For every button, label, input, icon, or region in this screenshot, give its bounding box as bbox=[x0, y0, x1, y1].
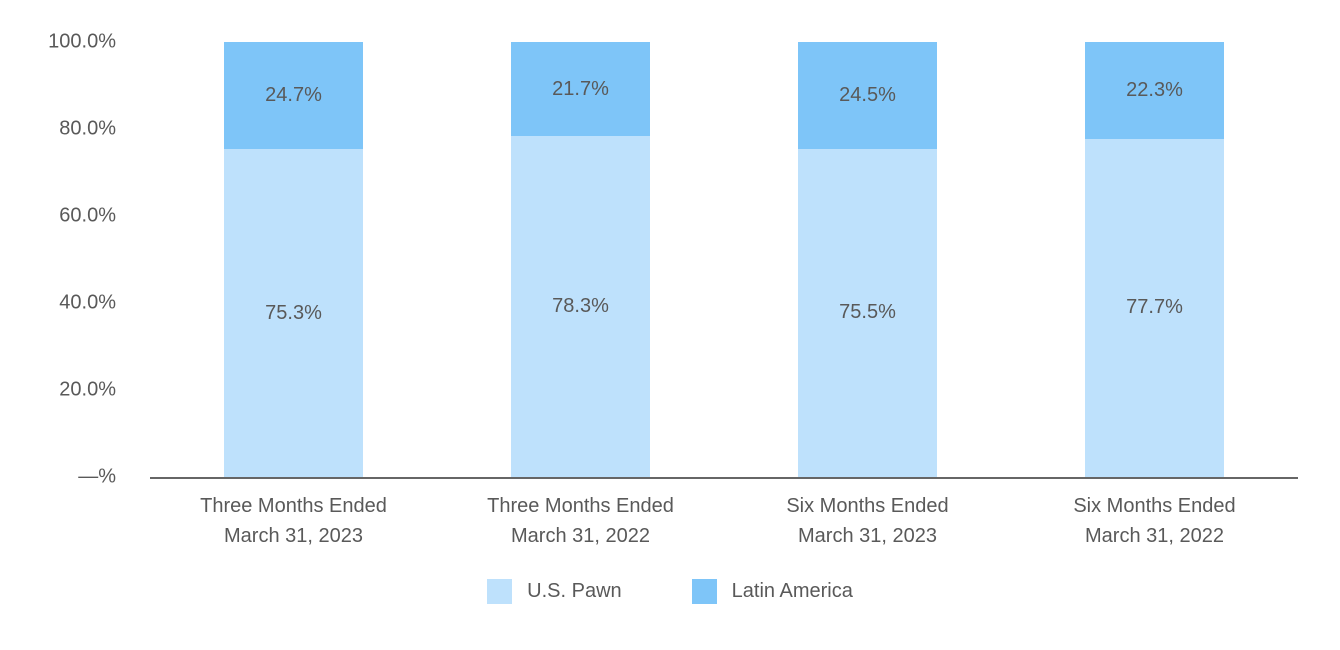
bar-slot: 21.7% 78.3% bbox=[437, 42, 724, 477]
category-label: Six Months Ended March 31, 2022 bbox=[1073, 495, 1236, 547]
latin-america-segment: 22.3% bbox=[1085, 42, 1224, 139]
legend: U.S. Pawn Latin America bbox=[0, 579, 1340, 604]
legend-label: Latin America bbox=[731, 580, 853, 602]
data-label: 24.7% bbox=[265, 84, 322, 107]
u-s-pawn-segment: 75.5% bbox=[798, 148, 937, 477]
u-s-pawn-segment: 78.3% bbox=[511, 136, 650, 477]
stacked-bar-six-months-ended-march-31-2023: 24.5% 75.5% bbox=[798, 42, 937, 477]
stacked-bar-three-months-ended-march-31-2023: 24.7% 75.3% bbox=[224, 42, 363, 477]
plot-area-inner: 24.7% 75.3% 21.7% 78.3% 24.5% 75.5% 22.3% 77.7% bbox=[150, 42, 1298, 477]
u-s-pawn-segment: 75.3% bbox=[224, 149, 363, 477]
stacked-bar-three-months-ended-march-31-2022: 21.7% 78.3% bbox=[511, 42, 650, 477]
data-label: 21.7% bbox=[552, 77, 609, 100]
legend-item-u-s-pawn: U.S. Pawn bbox=[487, 579, 622, 604]
category-label: Six Months Ended March 31, 2023 bbox=[786, 495, 949, 547]
u-s-pawn-segment: 77.7% bbox=[1085, 139, 1224, 477]
category-label: Three Months Ended March 31, 2023 bbox=[200, 495, 387, 547]
y-axis-tick-label: —% bbox=[78, 465, 116, 488]
latin-america-segment: 21.7% bbox=[511, 42, 650, 137]
legend-swatch-u-s-pawn bbox=[487, 579, 513, 604]
y-axis-tick-label: 100.0% bbox=[48, 30, 116, 53]
y-axis-tick-label: 20.0% bbox=[59, 378, 116, 401]
stacked-bar-six-months-ended-march-31-2022: 22.3% 77.7% bbox=[1085, 42, 1224, 477]
y-axis-tick-label: 40.0% bbox=[59, 291, 116, 314]
y-axis-tick-label: 60.0% bbox=[59, 204, 116, 227]
legend-label: U.S. Pawn bbox=[527, 580, 622, 602]
category-label: Three Months Ended March 31, 2022 bbox=[487, 495, 674, 547]
x-axis-line bbox=[150, 477, 1298, 479]
bar-slot: 24.5% 75.5% bbox=[724, 42, 1011, 477]
data-label: 75.3% bbox=[265, 301, 322, 324]
data-label: 78.3% bbox=[552, 295, 609, 318]
y-axis-tick-label: 80.0% bbox=[59, 117, 116, 140]
data-label: 77.7% bbox=[1126, 296, 1183, 319]
bar-slot: 22.3% 77.7% bbox=[1011, 42, 1298, 477]
x-axis-labels: Three Months Ended March 31, 2023 Three M… bbox=[150, 491, 1298, 551]
data-label: 24.5% bbox=[839, 83, 896, 106]
y-axis: 100.0% 80.0% 60.0% 40.0% 20.0% —% bbox=[0, 31, 116, 488]
bar-slot: 24.7% 75.3% bbox=[150, 42, 437, 477]
legend-item-latin-america: Latin America bbox=[691, 579, 853, 604]
legend-swatch-latin-america bbox=[691, 579, 717, 604]
data-label: 75.5% bbox=[839, 301, 896, 324]
data-label: 22.3% bbox=[1126, 79, 1183, 101]
latin-america-segment: 24.5% bbox=[798, 42, 937, 149]
latin-america-segment: 24.7% bbox=[224, 42, 363, 150]
plot-area: 24.7% 75.3% 21.7% 78.3% 24.5% 75.5% 22.3% 77.7% bbox=[150, 42, 1298, 477]
